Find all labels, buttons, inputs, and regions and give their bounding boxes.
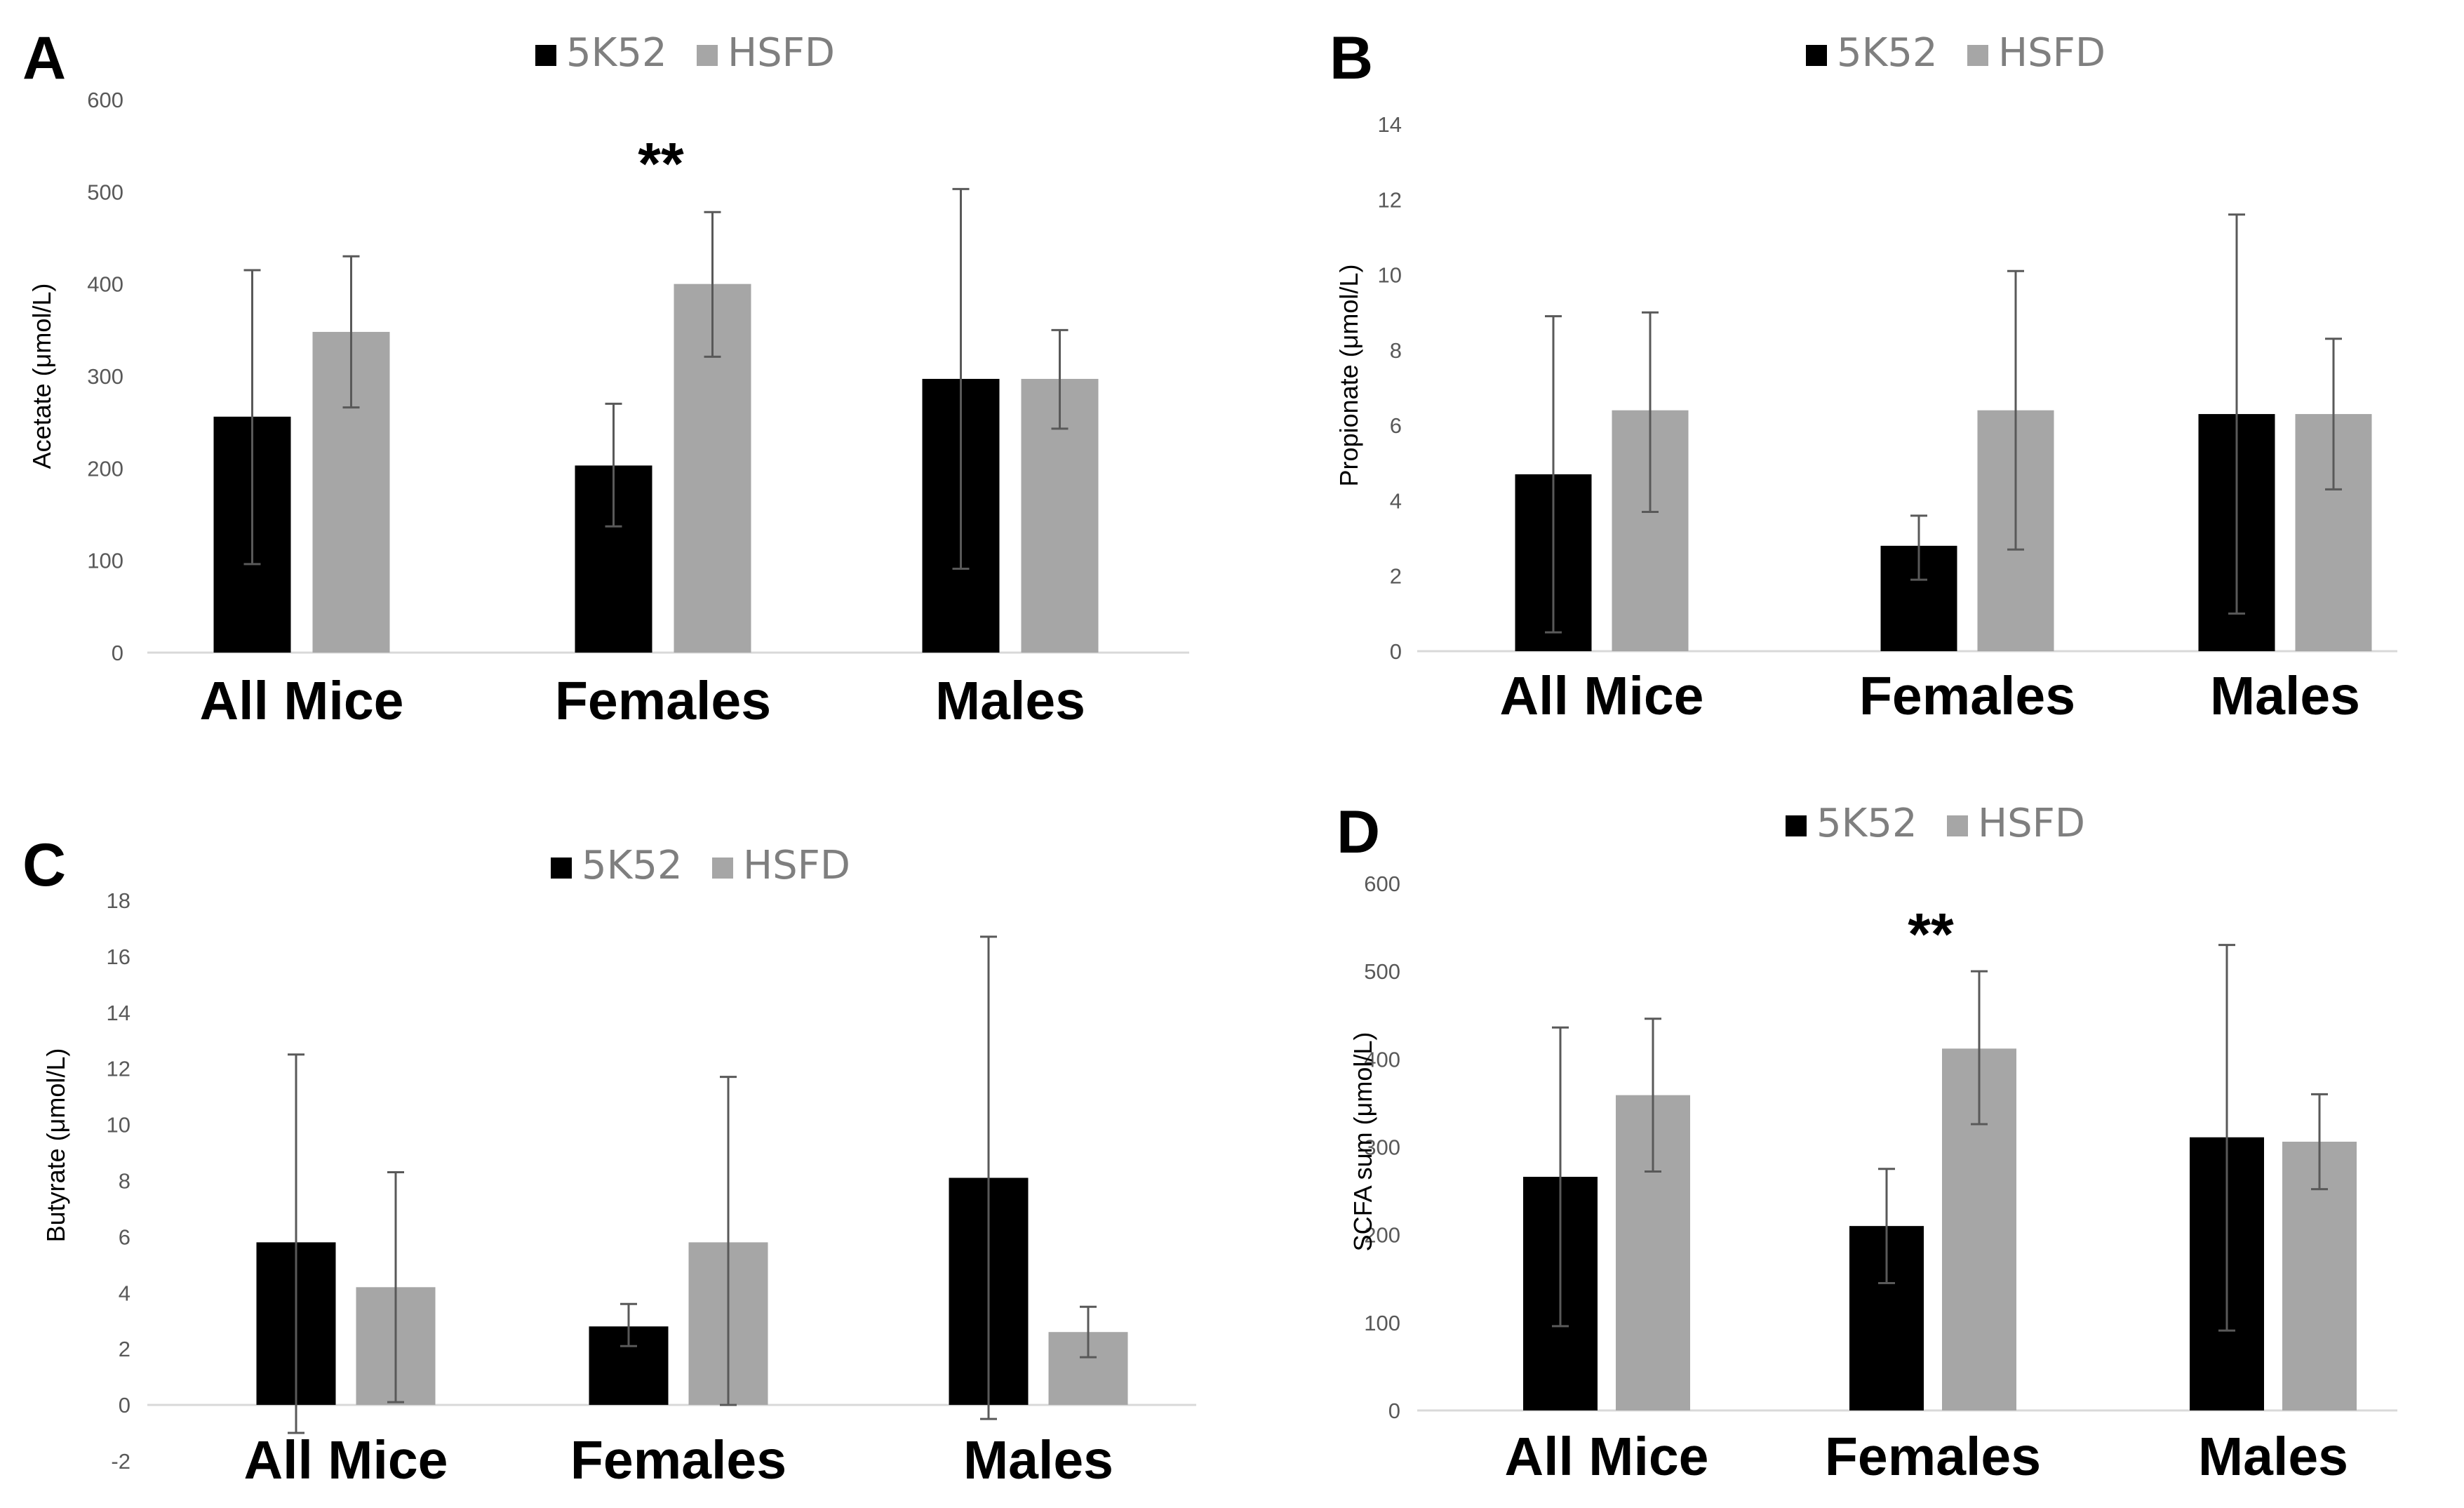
y-tick-label: 4 bbox=[1390, 488, 1402, 513]
y-tick-label: 6 bbox=[119, 1225, 130, 1249]
category-label: All Mice bbox=[200, 671, 404, 731]
y-tick-label: 8 bbox=[1390, 338, 1402, 363]
y-tick-label: 8 bbox=[119, 1169, 130, 1194]
y-tick-label: 18 bbox=[107, 888, 130, 913]
category-label: Females bbox=[570, 1430, 786, 1490]
y-tick-label: 100 bbox=[87, 549, 123, 573]
panel-letter: D bbox=[1337, 799, 1380, 866]
legend-swatch bbox=[1786, 815, 1807, 836]
legend-label: HSFD bbox=[1978, 801, 2085, 846]
y-tick-label: 400 bbox=[87, 272, 123, 297]
y-tick-label: 16 bbox=[107, 945, 130, 969]
y-axis-title: Acetate (μmol/L) bbox=[27, 283, 56, 469]
y-tick-label: 100 bbox=[1364, 1311, 1400, 1335]
y-tick-label: 300 bbox=[1364, 1135, 1400, 1160]
legend-label: 5K52 bbox=[582, 843, 683, 888]
panel-d: D 5K52 HSFD 0 100 200 300 400 500 600 SCFA sum (μm… bbox=[1337, 799, 2397, 1487]
y-tick-label: 2 bbox=[119, 1337, 130, 1361]
y-tick-label: 500 bbox=[1364, 959, 1400, 984]
category-label: Males bbox=[963, 1430, 1113, 1490]
legend-label: HSFD bbox=[1998, 30, 2105, 76]
legend-swatch bbox=[535, 45, 556, 66]
y-tick-label: 10 bbox=[1378, 263, 1402, 288]
category-label: Males bbox=[2198, 1427, 2348, 1487]
y-tick-label: 6 bbox=[1390, 413, 1402, 438]
panel-a: A 5K52 HSFD 0 100 200 300 400 500 600 Acetate (μmo… bbox=[22, 25, 1189, 731]
legend-swatch bbox=[697, 45, 718, 66]
category-label: Females bbox=[1859, 666, 2075, 726]
y-tick-label: 0 bbox=[1388, 1399, 1400, 1423]
y-tick-label: 2 bbox=[1390, 564, 1402, 589]
y-tick-label: 10 bbox=[107, 1113, 130, 1137]
legend-label: 5K52 bbox=[1816, 801, 1917, 846]
y-axis-title: Propionate (μmol/L) bbox=[1334, 265, 1363, 487]
y-tick-label: 400 bbox=[1364, 1047, 1400, 1072]
legend-swatch bbox=[1947, 815, 1968, 836]
panel-c: C 5K52 HSFD -2 0 2 4 6 8 10 12 14 16 18 Butyrate (μmol… bbox=[22, 832, 1196, 1490]
legend-label: 5K52 bbox=[1837, 30, 1938, 76]
legend-label: 5K52 bbox=[566, 30, 667, 76]
y-axis-title: SCFA sum (μmol/L) bbox=[1348, 1032, 1377, 1252]
y-tick-label: -2 bbox=[111, 1449, 130, 1474]
y-tick-label: 200 bbox=[87, 456, 123, 481]
category-label: Females bbox=[555, 671, 771, 731]
category-label: Males bbox=[935, 671, 1085, 731]
y-tick-label: 300 bbox=[87, 364, 123, 389]
y-tick-label: 14 bbox=[1378, 112, 1402, 137]
legend-label: HSFD bbox=[743, 843, 850, 888]
category-label: All Mice bbox=[1505, 1427, 1709, 1487]
panel-letter: A bbox=[22, 25, 66, 92]
panel-letter: B bbox=[1330, 25, 1373, 92]
y-tick-label: 0 bbox=[112, 641, 123, 665]
y-tick-label: 600 bbox=[87, 88, 123, 112]
y-tick-label: 0 bbox=[119, 1393, 130, 1417]
y-tick-label: 12 bbox=[1378, 187, 1402, 212]
y-tick-label: 200 bbox=[1364, 1223, 1400, 1248]
y-tick-label: 600 bbox=[1364, 872, 1400, 896]
legend-label: HSFD bbox=[728, 30, 835, 76]
category-label: All Mice bbox=[1500, 666, 1704, 726]
y-tick-label: 12 bbox=[107, 1057, 130, 1081]
panel-letter: C bbox=[22, 832, 66, 899]
panel-b: B 5K52 HSFD 0 2 4 6 8 10 12 14 Propionate (μmol/L) A… bbox=[1330, 25, 2397, 726]
y-tick-label: 4 bbox=[119, 1281, 130, 1305]
legend-swatch bbox=[1967, 45, 1988, 66]
legend-swatch bbox=[551, 858, 572, 879]
category-label: All Mice bbox=[244, 1430, 448, 1490]
y-axis-title: Butyrate (μmol/L) bbox=[41, 1048, 70, 1243]
significance-marker: ** bbox=[638, 131, 684, 196]
legend-swatch bbox=[1806, 45, 1827, 66]
significance-marker: ** bbox=[1908, 901, 1954, 967]
legend-swatch bbox=[712, 858, 733, 879]
y-tick-label: 500 bbox=[87, 180, 123, 204]
category-label: Females bbox=[1825, 1427, 2041, 1487]
y-tick-label: 0 bbox=[1390, 639, 1402, 664]
y-tick-label: 14 bbox=[107, 1001, 130, 1025]
category-label: Males bbox=[2210, 666, 2360, 726]
